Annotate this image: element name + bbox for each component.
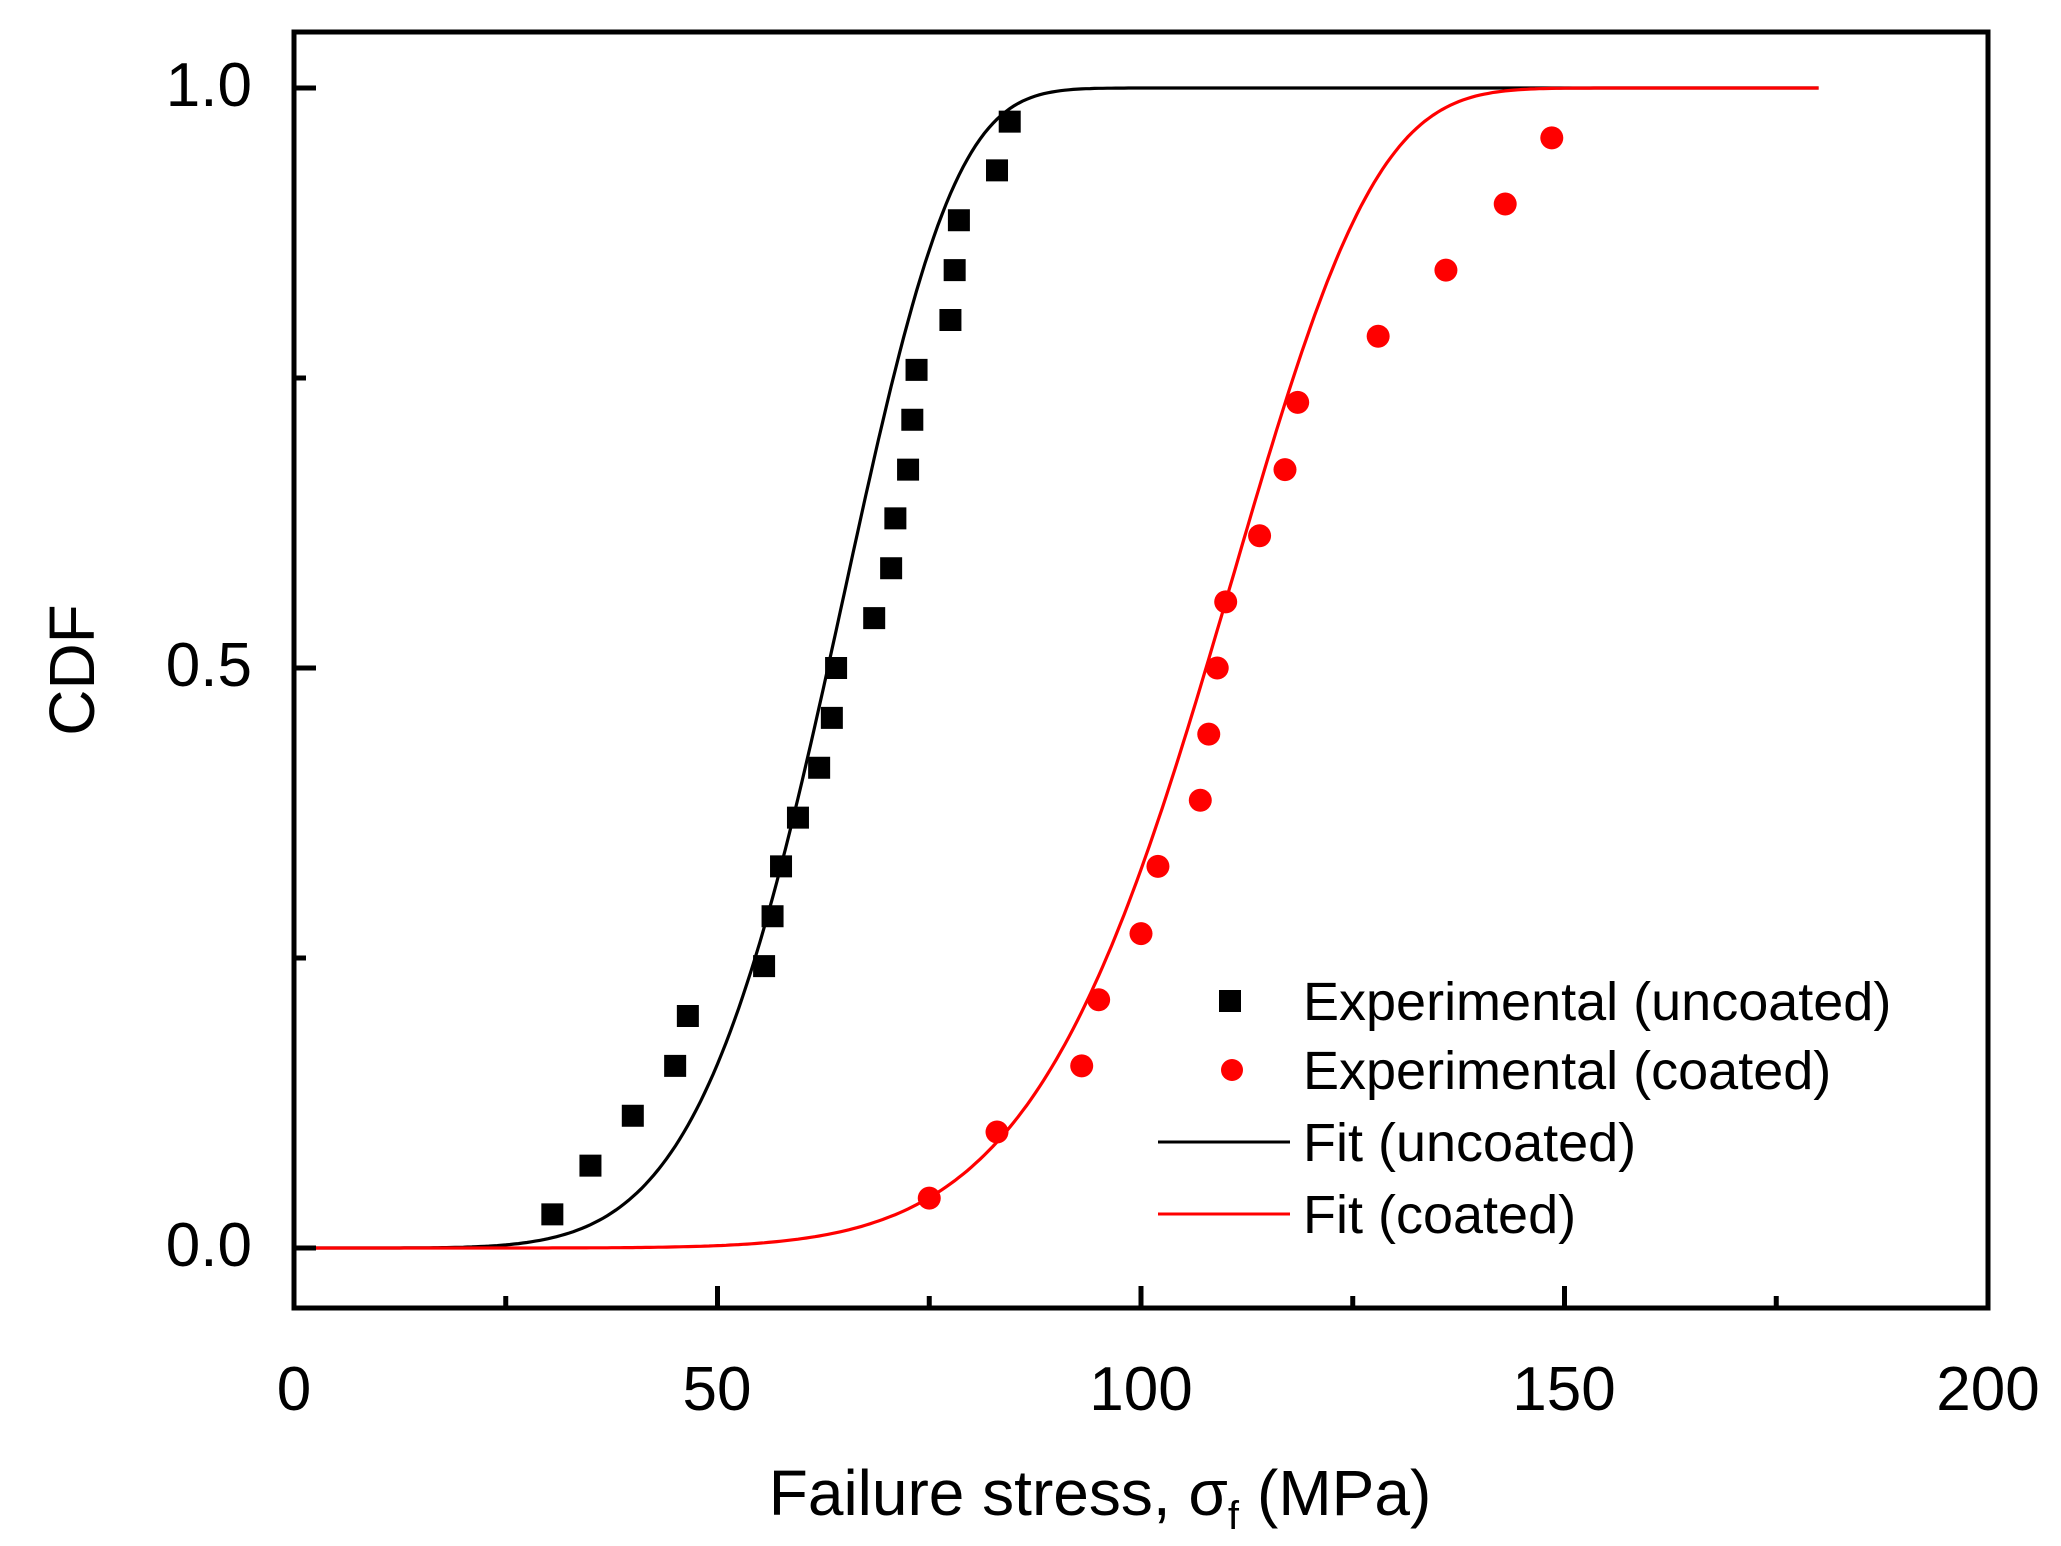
data-point-coated [1129,922,1153,946]
data-point-uncoated [825,657,848,679]
x-tick-label-50: 50 [683,1355,752,1424]
legend-label-exp-uncoated: Experimental (uncoated) [1303,972,1891,1032]
x-axis-title: Failure stress, σf (MPa) [769,1457,1432,1538]
data-point-uncoated [947,209,970,232]
data-point-coated [1188,788,1212,812]
data-point-coated [1214,590,1238,614]
data-point-uncoated [579,1154,602,1177]
data-point-coated [1493,192,1517,216]
data-point-uncoated [621,1104,644,1127]
fit-lines [294,86,1819,1250]
axis-ticks [291,85,1991,1308]
data-point-coated [1434,258,1458,282]
data-point-coated [1146,854,1170,878]
x-axis-title-main: Failure stress, σ [769,1457,1228,1529]
data-point-coated [917,1186,941,1210]
data-point-uncoated [884,507,907,530]
y-tick-label-0-5: 0.5 [166,631,252,700]
data-point-coated [1366,324,1390,348]
data-point-coated [1070,1054,1094,1078]
x-tick-label-150: 150 [1512,1355,1615,1424]
plot-frame [291,29,1991,1311]
data-point-uncoated [761,905,784,928]
data-point-coated [1273,458,1297,482]
data-points [541,110,1564,1226]
fit-line-coated [294,86,1819,1250]
legend-marker-coated [1221,1059,1243,1081]
x-axis-title-unit: (MPa) [1257,1457,1431,1529]
data-point-uncoated [664,1054,687,1077]
data-point-uncoated [676,1005,699,1027]
data-point-uncoated [943,259,966,282]
data-point-uncoated [770,855,793,878]
data-point-uncoated [939,309,962,331]
data-point-coated [1087,988,1111,1012]
data-point-uncoated [786,806,809,829]
y-tick-label-0: 0.0 [166,1211,252,1280]
y-axis-title: CDF [36,604,108,736]
data-point-uncoated [905,358,928,381]
legend-label-exp-coated: Experimental (coated) [1303,1041,1831,1101]
x-tick-label-200: 200 [1936,1355,2039,1424]
legend-marker-uncoated [1219,990,1241,1012]
data-point-coated [985,1120,1009,1144]
data-point-coated [1248,524,1272,548]
y-tick-label-1: 1.0 [166,51,252,120]
data-point-uncoated [998,110,1021,133]
legend-label-fit-coated: Fit (coated) [1303,1185,1576,1245]
x-tick-label-100: 100 [1089,1355,1192,1424]
data-point-coated [1205,656,1229,680]
x-axis-title-subscript: f [1228,1494,1240,1538]
data-point-uncoated [808,756,831,779]
data-point-coated [1286,390,1310,414]
data-point-uncoated [897,458,920,481]
data-point-uncoated [901,408,924,431]
x-tick-label-0: 0 [277,1355,311,1424]
data-point-uncoated [880,557,903,580]
data-point-uncoated [753,955,776,978]
data-point-uncoated [541,1203,564,1226]
data-point-uncoated [863,607,886,630]
legend-label-fit-uncoated: Fit (uncoated) [1303,1113,1636,1173]
data-point-coated [1540,126,1564,150]
legend: Experimental (uncoated) Experimental (co… [1158,972,1891,1245]
data-point-uncoated [820,706,843,729]
data-point-coated [1197,722,1221,746]
data-point-uncoated [986,159,1009,182]
